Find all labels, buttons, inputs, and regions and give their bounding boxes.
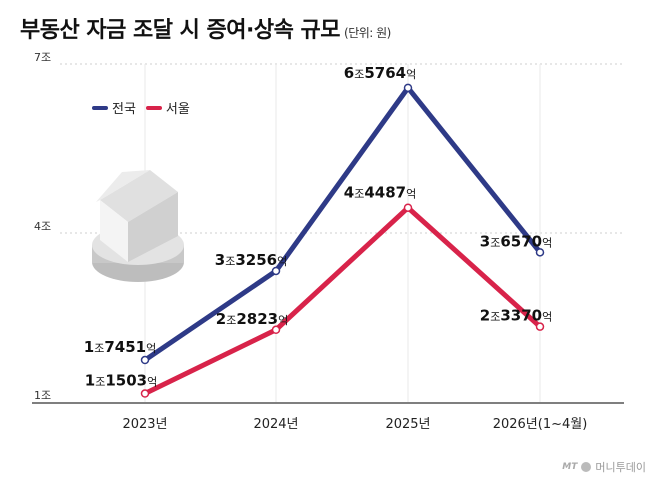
x-tick-label: 2025년 [385,417,430,432]
legend: 전국 서울 [92,98,190,117]
y-tick-label: 7조 [34,51,51,64]
legend-swatch-seoul [145,105,162,110]
house-coin-icon [92,170,184,282]
data-label: 6조5764억 [344,64,416,82]
data-label: 2조3370억 [480,307,552,325]
data-point [140,355,150,365]
y-tick-label: 4조 [34,220,51,233]
legend-label-seoul: 서울 [165,102,190,117]
unit-label: (단위: 원) [344,26,391,40]
data-point [535,248,545,257]
data-label: 1조1503억 [85,372,157,390]
data-label: 3조3256억 [215,251,287,269]
legend-item-seoul: 서울 [145,98,190,117]
data-label: 4조4487억 [344,184,416,202]
title-text: 부동산 자금 조달 시 증여·상속 규모 [20,18,341,43]
data-label: 1조7451억 [84,338,156,356]
brand-logo: MT 머니투데이 [562,459,646,475]
data-point [271,266,281,276]
series-line-nationwide [142,85,543,363]
data-point [403,83,413,93]
data-point [403,203,413,212]
data-point [140,389,150,398]
data-point [271,325,281,335]
y-tick-label: 1조 [34,389,51,402]
legend-label-nationwide: 전국 [112,102,136,117]
x-tick-label: 2024년 [253,417,298,432]
x-tick-label: 2023년 [122,417,167,432]
legend-swatch-nationwide [92,105,108,110]
chart-title: 부동산 자금 조달 시 증여·상속 규모 (단위: 원) [20,12,391,44]
legend-item-nationwide: 전국 [92,98,136,117]
brand-name: 머니투데이 [595,461,646,474]
data-label: 3조6570억 [480,232,552,250]
data-point [535,322,545,331]
brand-mark: MT [562,462,578,472]
x-tick-label: 2026년(1~4월) [493,417,588,432]
series-line-seoul [142,205,543,397]
data-label: 2조2823억 [216,310,288,328]
brand-circle-icon [581,462,592,472]
